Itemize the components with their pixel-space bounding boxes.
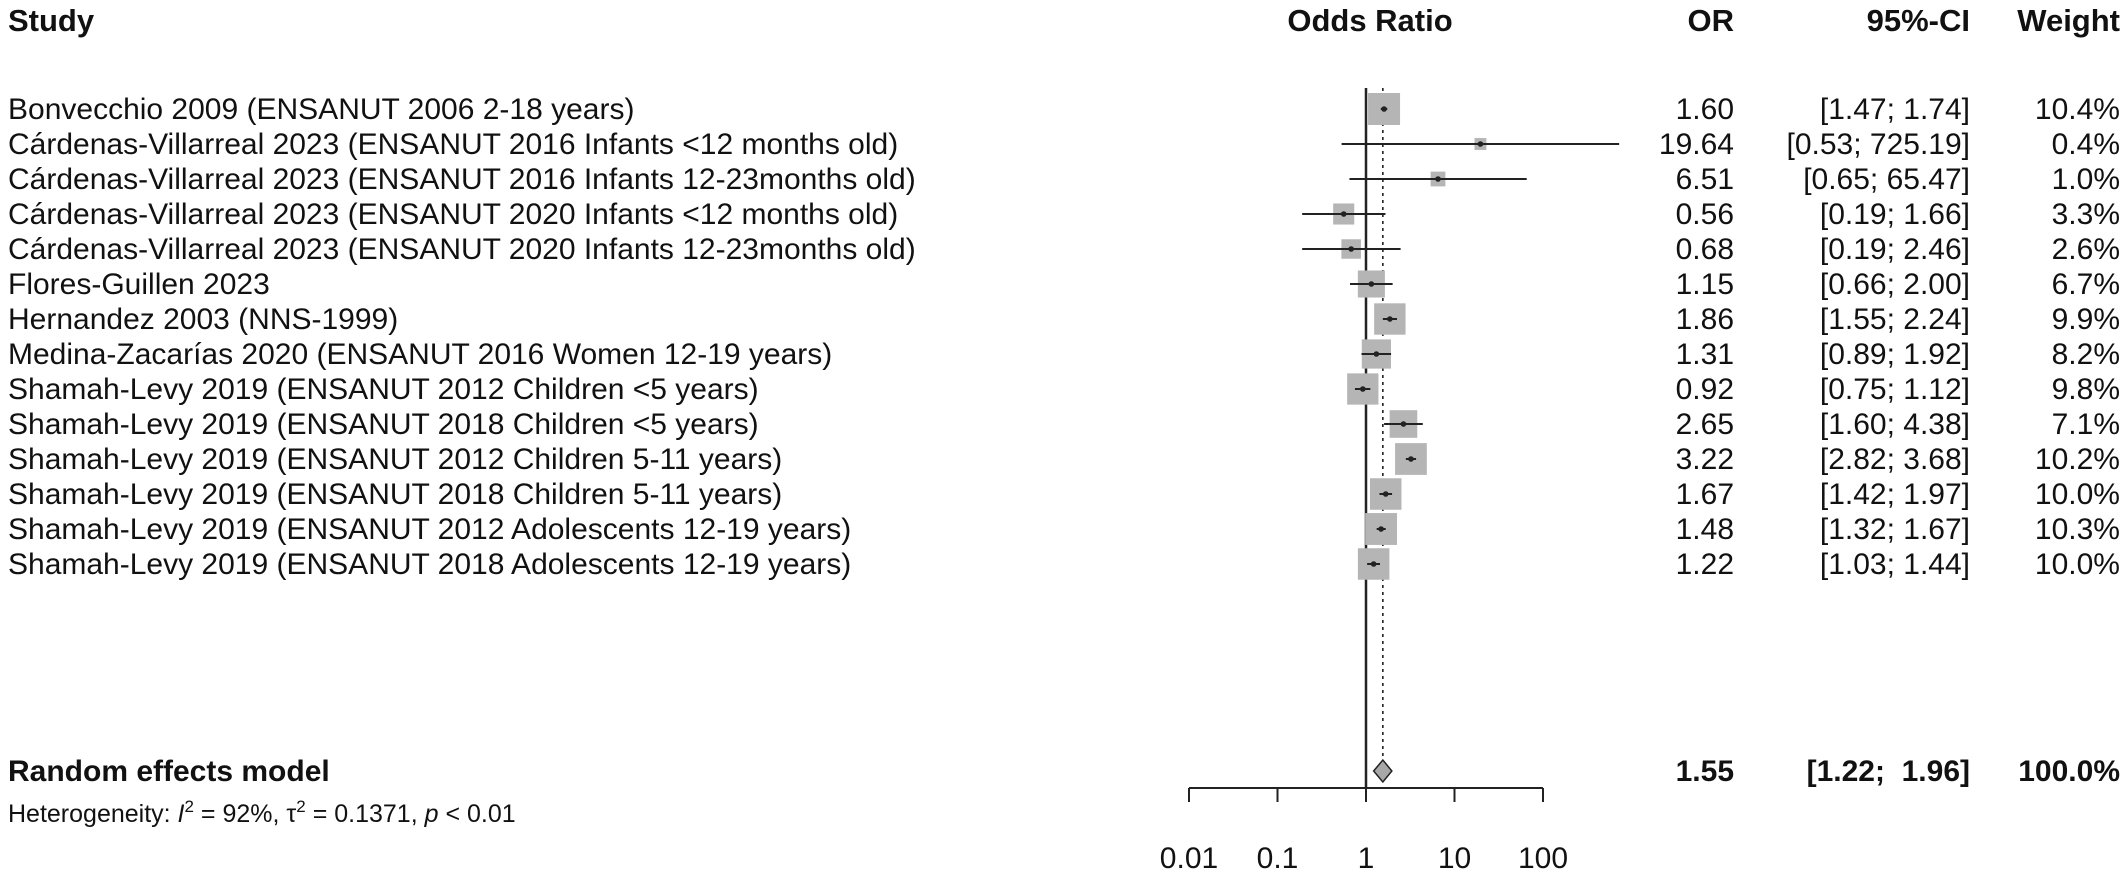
study-point-estimate <box>1340 211 1347 217</box>
tau2-value: = 0.1371, <box>306 800 425 828</box>
study-point-estimate <box>1370 561 1377 567</box>
study-ci: [0.19; 2.46] <box>1820 233 1970 266</box>
study-weight: 0.4% <box>2052 128 2120 161</box>
study-ci: [0.89; 1.92] <box>1820 338 1970 371</box>
study-weight: 2.6% <box>2052 233 2120 266</box>
study-ci: [1.55; 2.24] <box>1820 303 1970 336</box>
study-label: Flores-Guillen 2023 <box>8 268 270 301</box>
study-or: 2.65 <box>1676 408 1734 441</box>
study-point-estimate <box>1400 421 1407 427</box>
pooled-ci: [1.22; 1.96] <box>1807 755 1970 788</box>
tau2-superscript: 2 <box>296 797 305 816</box>
study-point-estimate <box>1359 386 1366 392</box>
study-rows: Bonvecchio 2009 (ENSANUT 2006 2-18 years… <box>8 93 2120 581</box>
study-label: Shamah-Levy 2019 (ENSANUT 2012 Children … <box>8 373 759 406</box>
study-weight: 9.9% <box>2052 303 2120 336</box>
study-label: Shamah-Levy 2019 (ENSANUT 2018 Children … <box>8 408 759 441</box>
study-ci: [1.42; 1.97] <box>1820 478 1970 511</box>
header-study: Study <box>8 3 95 38</box>
header-or: OR <box>1688 3 1735 38</box>
i2-symbol: I <box>178 800 185 828</box>
study-or: 3.22 <box>1676 443 1734 476</box>
pooled-weight: 100.0% <box>2018 755 2120 788</box>
study-ci: [0.53; 725.19] <box>1787 128 1971 161</box>
x-axis-tick-label: 1 <box>1358 842 1375 875</box>
study-or: 1.48 <box>1676 513 1734 546</box>
i2-value: = 92%, <box>194 800 286 828</box>
study-ci: [0.75; 1.12] <box>1820 373 1970 406</box>
study-label: Cárdenas-Villarreal 2023 (ENSANUT 2020 I… <box>8 233 916 266</box>
study-weight: 10.2% <box>2035 443 2120 476</box>
study-label: Medina-Zacarías 2020 (ENSANUT 2016 Women… <box>8 338 832 371</box>
study-label: Hernandez 2003 (NNS-1999) <box>8 303 398 336</box>
study-weight: 10.0% <box>2035 548 2120 581</box>
study-ci: [0.19; 1.66] <box>1820 198 1970 231</box>
tau2-symbol: τ <box>286 800 296 828</box>
pooled-or: 1.55 <box>1676 755 1734 788</box>
study-weight: 7.1% <box>2052 408 2120 441</box>
x-axis-tick-label: 10 <box>1438 842 1471 875</box>
study-or: 19.64 <box>1659 128 1734 161</box>
p-symbol: p <box>424 800 439 828</box>
i2-superscript: 2 <box>185 797 194 816</box>
header-odds-ratio: Odds Ratio <box>1287 3 1452 38</box>
study-label: Cárdenas-Villarreal 2023 (ENSANUT 2016 I… <box>8 163 916 196</box>
header-ci: 95%-CI <box>1867 3 1970 38</box>
study-ci: [1.47; 1.74] <box>1820 93 1970 126</box>
study-weight: 10.4% <box>2035 93 2120 126</box>
x-axis-tick-label: 100 <box>1518 842 1568 875</box>
heterogeneity-prefix: Heterogeneity: <box>8 800 178 828</box>
study-ci: [1.32; 1.67] <box>1820 513 1970 546</box>
study-point-estimate <box>1387 316 1393 322</box>
study-ci: [1.60; 4.38] <box>1820 408 1970 441</box>
x-axis-tick-label: 0.01 <box>1160 842 1218 875</box>
study-or: 0.92 <box>1676 373 1734 406</box>
pooled-label: Random effects model <box>8 755 330 788</box>
p-value: < 0.01 <box>439 800 516 828</box>
study-or: 6.51 <box>1676 163 1734 196</box>
study-or: 1.22 <box>1676 548 1734 581</box>
plot-area <box>1302 88 1620 788</box>
study-or: 0.68 <box>1676 233 1734 266</box>
study-weight: 10.3% <box>2035 513 2120 546</box>
study-point-estimate <box>1368 281 1375 287</box>
study-label: Shamah-Levy 2019 (ENSANUT 2012 Children … <box>8 443 782 476</box>
study-label: Shamah-Levy 2019 (ENSANUT 2018 Adolescen… <box>8 548 851 581</box>
study-or: 1.86 <box>1676 303 1734 336</box>
study-point-estimate <box>1408 456 1414 462</box>
study-point-estimate <box>1382 491 1389 497</box>
study-weight: 6.7% <box>2052 268 2120 301</box>
study-or: 1.60 <box>1676 93 1734 126</box>
study-point-estimate <box>1348 246 1354 252</box>
study-or: 0.56 <box>1676 198 1734 231</box>
study-point-estimate <box>1435 176 1441 182</box>
study-ci: [0.66; 2.00] <box>1820 268 1970 301</box>
study-point-estimate <box>1373 351 1380 357</box>
study-ci: [1.03; 1.44] <box>1820 548 1970 581</box>
study-weight: 1.0% <box>2052 163 2120 196</box>
study-ci: [0.65; 65.47] <box>1803 163 1970 196</box>
study-ci: [2.82; 3.68] <box>1820 443 1970 476</box>
study-or: 1.31 <box>1676 338 1734 371</box>
study-weight: 8.2% <box>2052 338 2120 371</box>
x-axis-tick-label: 0.1 <box>1257 842 1299 875</box>
study-point-estimate <box>1477 141 1484 147</box>
pooled-diamond <box>1372 758 1393 784</box>
study-label: Shamah-Levy 2019 (ENSANUT 2018 Children … <box>8 478 782 511</box>
x-axis: 0.01 0.1 1 10 100 <box>1160 787 1568 875</box>
study-label: Bonvecchio 2009 (ENSANUT 2006 2-18 years… <box>8 93 634 126</box>
header-weight: Weight <box>2017 3 2120 38</box>
study-or: 1.67 <box>1676 478 1734 511</box>
study-or: 1.15 <box>1676 268 1734 301</box>
study-label: Shamah-Levy 2019 (ENSANUT 2012 Adolescen… <box>8 513 851 546</box>
study-weight: 9.8% <box>2052 373 2120 406</box>
study-weight: 3.3% <box>2052 198 2120 231</box>
study-label: Cárdenas-Villarreal 2023 (ENSANUT 2016 I… <box>8 128 898 161</box>
study-point-estimate <box>1378 526 1384 532</box>
study-point-estimate <box>1381 106 1387 112</box>
study-label: Cárdenas-Villarreal 2023 (ENSANUT 2020 I… <box>8 198 898 231</box>
heterogeneity-text: Heterogeneity: I2 = 92%, τ2 = 0.1371, p … <box>8 797 516 828</box>
study-weight: 10.0% <box>2035 478 2120 511</box>
